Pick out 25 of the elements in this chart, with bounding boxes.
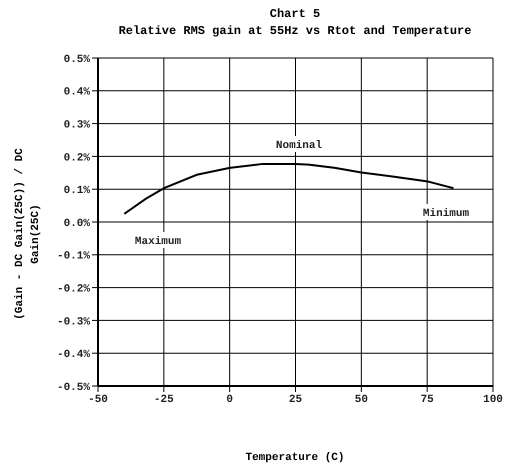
x-tick-label: -25 bbox=[154, 394, 174, 406]
x-tick-label: 25 bbox=[288, 394, 302, 406]
x-tick-label: 50 bbox=[354, 394, 368, 406]
x-tick-label: 75 bbox=[420, 394, 434, 406]
x-tick-label: 100 bbox=[483, 394, 503, 406]
chart-subtitle: Relative RMS gain at 55Hz vs Rtot and Temperature bbox=[118, 24, 472, 38]
y-tick-label: -0.3% bbox=[56, 316, 90, 328]
y-tick-label: 0.5% bbox=[64, 54, 90, 66]
x-axis-title: Temperature (C) bbox=[245, 452, 345, 464]
x-tick-label: -50 bbox=[88, 394, 108, 406]
y-tick-label: 0.4% bbox=[64, 86, 90, 99]
chart-title: Chart 5 bbox=[270, 7, 320, 21]
annotation: Maximum bbox=[134, 236, 182, 248]
y-tick-label: 0.2% bbox=[64, 152, 90, 164]
y-tick-label: -0.2% bbox=[56, 284, 90, 296]
annotation: Minimum bbox=[422, 208, 470, 220]
y-tick-label: 0.1% bbox=[64, 185, 90, 198]
annotation: Nominal bbox=[276, 140, 322, 152]
y-tick-label: -0.1% bbox=[56, 250, 90, 263]
y-tick-label: 0.0% bbox=[64, 218, 90, 230]
x-tick-label: 0 bbox=[226, 394, 233, 406]
y-tick-label: -0.4% bbox=[56, 349, 90, 362]
y-tick-label: -0.5% bbox=[56, 382, 90, 394]
y-axis-title: (Gain - DC Gain(25C)) / DC Gain(25C) bbox=[14, 148, 42, 320]
y-tick-label: 0.3% bbox=[64, 120, 90, 132]
